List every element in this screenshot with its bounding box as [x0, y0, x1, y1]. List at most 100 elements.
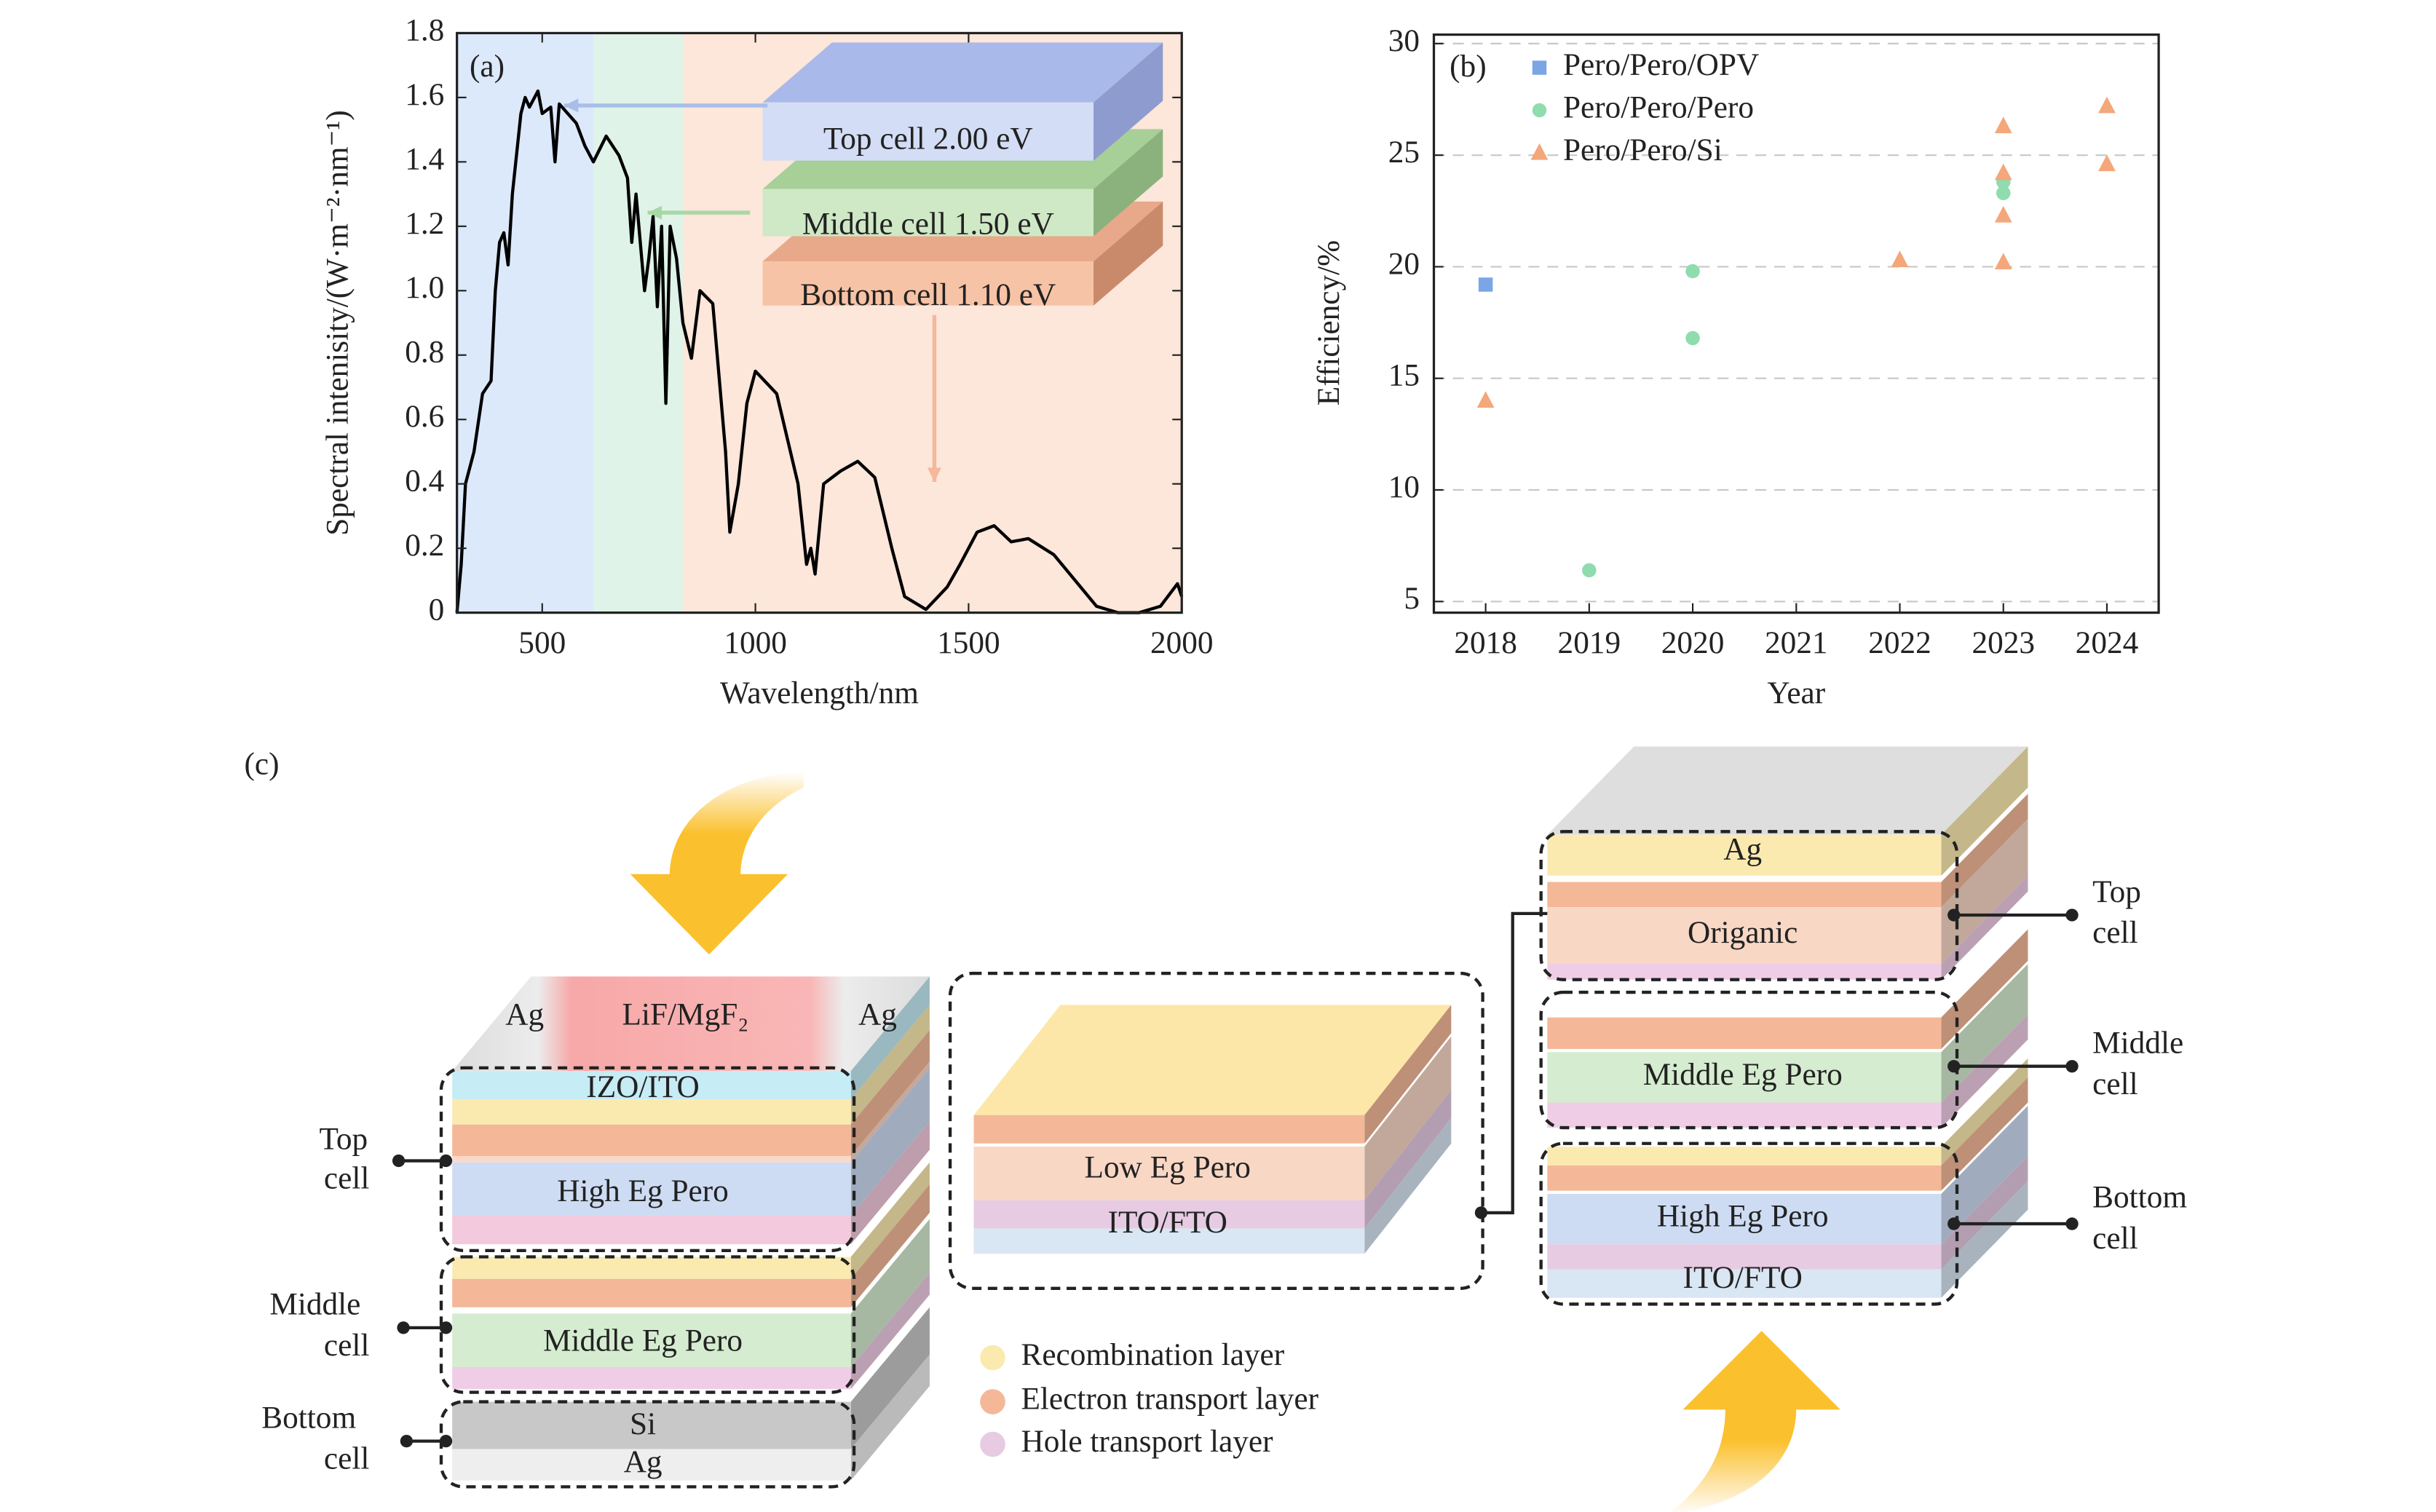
- y-tick-label: 1.2: [405, 206, 444, 241]
- marker: [1530, 143, 1549, 160]
- cell-outline: [1539, 990, 1959, 1130]
- x-tick-label: 1500: [937, 625, 1000, 660]
- layer-front: [1547, 1147, 1942, 1166]
- annotation: Middle cell 1.50 eV: [802, 206, 1054, 241]
- light-arrow: [669, 772, 804, 876]
- y-tick-label: 0.4: [405, 464, 444, 499]
- legend-swatch: [980, 1345, 1005, 1371]
- layer-front: [1547, 1102, 1942, 1128]
- layer-front: [452, 1366, 851, 1390]
- cell-label: cell: [2092, 1066, 2138, 1101]
- layer-front: [1547, 907, 1942, 965]
- layer-front: [452, 1216, 851, 1245]
- panel-label: (a): [470, 49, 505, 84]
- y-tick-label: 15: [1388, 358, 1420, 393]
- x-tick-label: 500: [518, 625, 566, 660]
- connector-dot: [1947, 1060, 1961, 1073]
- layer-front: [452, 1071, 851, 1100]
- layer-side: [850, 1067, 930, 1216]
- panel-c: (c): [244, 746, 2079, 1512]
- layer-side: [850, 1354, 930, 1481]
- layer-side: [1941, 819, 2028, 965]
- slab-side: [1094, 201, 1163, 306]
- layer-front: [452, 1278, 851, 1307]
- layer-side: [850, 1029, 930, 1157]
- layer-label: Ag: [505, 997, 544, 1032]
- layer-side: [850, 1162, 930, 1279]
- x-tick-label: 2018: [1454, 625, 1517, 660]
- layer-front: [1547, 1269, 1942, 1298]
- layer-side: [1364, 1036, 1452, 1200]
- marker: [1532, 103, 1547, 118]
- layer-side: [850, 1061, 930, 1163]
- marker: [1994, 163, 2012, 181]
- marker: [1994, 253, 2012, 270]
- layer-label: Middle Eg Pero: [543, 1323, 743, 1358]
- x-tick-label: 2024: [2076, 625, 2139, 660]
- light-arrow-head: [630, 874, 788, 955]
- cell-label: cell: [2092, 915, 2138, 950]
- y-tick-label: 0: [429, 593, 445, 628]
- layer-side: [850, 976, 930, 1100]
- layer-front: [452, 1449, 851, 1481]
- slab-front: [762, 189, 1094, 237]
- cell-outline: [948, 971, 1484, 1290]
- cell-label: Middle: [2092, 1026, 2183, 1061]
- panel-label: (c): [244, 747, 279, 782]
- marker: [2098, 96, 2116, 114]
- cell-label: cell: [2092, 1221, 2138, 1256]
- stack-top: [452, 976, 930, 1072]
- layer-side: [850, 1219, 930, 1367]
- cell-label: Middle: [269, 1287, 360, 1322]
- y-tick-label: 1.6: [405, 77, 444, 112]
- layer-label: Origanic: [1688, 915, 1798, 950]
- plot-frame: [456, 31, 1183, 614]
- layer-front: [1547, 834, 1942, 876]
- layer-label: Low Eg Pero: [1085, 1149, 1251, 1184]
- layer-front: [452, 1124, 851, 1157]
- x-axis-label: Year: [1767, 676, 1825, 711]
- cell-label: Top: [319, 1122, 368, 1157]
- layer-side: [1941, 875, 2028, 980]
- x-tick-label: 2020: [1661, 625, 1725, 660]
- layer-label: Ag: [1723, 831, 1762, 866]
- layer-front: [973, 1200, 1365, 1229]
- y-tick-label: 20: [1388, 246, 1420, 281]
- connector-dot: [439, 1154, 453, 1168]
- layer-label: IZO/ITO: [586, 1069, 699, 1104]
- layer-side: [1941, 1105, 2028, 1245]
- legend-swatch: [980, 1389, 1005, 1414]
- pointer-arrow-head: [647, 205, 663, 220]
- layer-front: [1547, 1244, 1942, 1270]
- layer-side: [1941, 1014, 2028, 1128]
- connector-dot: [1947, 1217, 1961, 1230]
- marker: [1476, 391, 1495, 408]
- connector-dot: [1947, 909, 1961, 922]
- plot-frame: [1432, 33, 2160, 614]
- y-tick-label: 0.8: [405, 335, 444, 370]
- marker: [1994, 116, 2012, 134]
- layer-front: [973, 1115, 1365, 1144]
- layer-front: [1547, 1017, 1942, 1049]
- layer-label: Ag: [858, 997, 897, 1032]
- legend-label: Pero/Pero/Si: [1563, 132, 1723, 167]
- x-tick-label: 1000: [724, 625, 787, 660]
- layer-side: [850, 1005, 930, 1125]
- layer-side: [1941, 929, 2028, 1049]
- layer-label: LiF/MgF₂: [622, 997, 749, 1032]
- layer-side: [1941, 1181, 2028, 1298]
- layer-front: [1547, 964, 1942, 980]
- layer-front: [1547, 1052, 1942, 1103]
- cell-label: Top: [2092, 874, 2141, 909]
- slab-top: [762, 42, 1163, 103]
- layer-side: [850, 1121, 930, 1245]
- layer-front: [1547, 1193, 1942, 1245]
- legend-label: Pero/Pero/Pero: [1563, 90, 1754, 124]
- connector-dot: [439, 1434, 453, 1448]
- connector: [1481, 911, 1548, 1215]
- layer-side: [1364, 1005, 1452, 1144]
- x-tick-label: 2023: [1972, 625, 2035, 660]
- layer-side: [1941, 1077, 2028, 1191]
- marker: [1685, 264, 1700, 279]
- marker: [1685, 330, 1700, 346]
